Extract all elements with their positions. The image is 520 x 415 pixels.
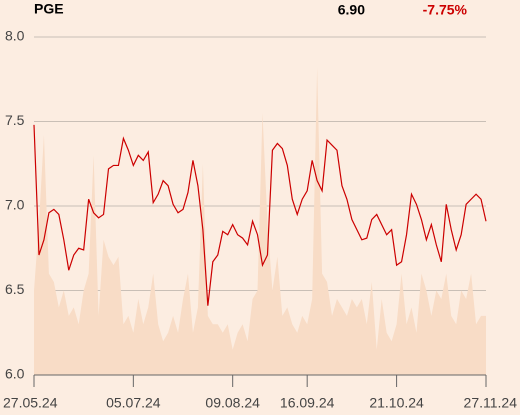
change: -7.75% — [423, 2, 468, 18]
x-tick-label: 21.10.24 — [369, 395, 424, 411]
y-tick-label: 7.5 — [5, 112, 25, 128]
x-tick-label: 05.07.24 — [106, 395, 161, 411]
price-line — [33, 124, 487, 306]
y-tick-label: 6.0 — [5, 366, 25, 382]
y-tick-label: 7.0 — [5, 197, 25, 213]
symbol: PGE — [34, 1, 64, 17]
y-tick-label: 6.5 — [5, 281, 25, 297]
volume-area — [34, 67, 486, 376]
x-tick-label: 09.08.24 — [205, 395, 260, 411]
x-tick-label: 16.09.24 — [280, 395, 335, 411]
y-tick-label: 8.0 — [5, 28, 25, 44]
x-tick-label: 27.05.24 — [3, 395, 58, 411]
price: 6.90 — [338, 2, 365, 18]
x-tick-label: 27.11.24 — [464, 395, 518, 411]
